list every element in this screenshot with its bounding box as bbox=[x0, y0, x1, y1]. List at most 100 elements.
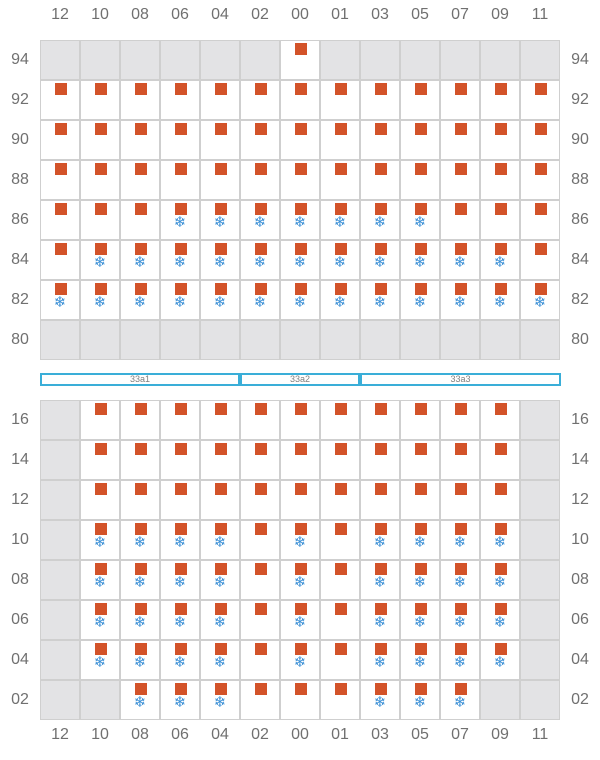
slot[interactable]: ❄ bbox=[400, 200, 440, 240]
slot[interactable] bbox=[120, 80, 160, 120]
slot[interactable] bbox=[240, 520, 280, 560]
slot[interactable] bbox=[360, 440, 400, 480]
slot[interactable] bbox=[320, 80, 360, 120]
slot[interactable] bbox=[440, 400, 480, 440]
slot[interactable]: ❄ bbox=[160, 520, 200, 560]
slot[interactable]: ❄ bbox=[320, 200, 360, 240]
slot[interactable]: ❄ bbox=[360, 520, 400, 560]
slot[interactable] bbox=[40, 160, 80, 200]
slot[interactable] bbox=[480, 160, 520, 200]
slot[interactable]: ❄ bbox=[240, 200, 280, 240]
slot[interactable] bbox=[240, 160, 280, 200]
slot[interactable] bbox=[280, 400, 320, 440]
slot[interactable] bbox=[80, 400, 120, 440]
slot[interactable]: ❄ bbox=[160, 200, 200, 240]
slot[interactable]: ❄ bbox=[360, 680, 400, 720]
slot[interactable]: ❄ bbox=[320, 280, 360, 320]
slot[interactable]: ❄ bbox=[280, 640, 320, 680]
slot[interactable] bbox=[400, 80, 440, 120]
slot[interactable]: ❄ bbox=[160, 640, 200, 680]
slot[interactable]: ❄ bbox=[360, 640, 400, 680]
slot[interactable] bbox=[80, 120, 120, 160]
slot[interactable] bbox=[80, 440, 120, 480]
slot[interactable]: ❄ bbox=[120, 560, 160, 600]
slot[interactable]: ❄ bbox=[480, 640, 520, 680]
slot[interactable]: ❄ bbox=[200, 600, 240, 640]
slot[interactable]: ❄ bbox=[240, 240, 280, 280]
slot[interactable] bbox=[440, 160, 480, 200]
slot[interactable] bbox=[320, 520, 360, 560]
slot[interactable] bbox=[160, 440, 200, 480]
slot[interactable]: ❄ bbox=[120, 600, 160, 640]
slot[interactable] bbox=[480, 80, 520, 120]
slot[interactable]: ❄ bbox=[520, 280, 560, 320]
slot[interactable]: ❄ bbox=[400, 600, 440, 640]
slot[interactable] bbox=[360, 400, 400, 440]
slot[interactable]: ❄ bbox=[120, 680, 160, 720]
slot[interactable] bbox=[400, 440, 440, 480]
slot[interactable] bbox=[200, 440, 240, 480]
slot[interactable] bbox=[120, 200, 160, 240]
slot[interactable] bbox=[440, 120, 480, 160]
slot[interactable] bbox=[240, 560, 280, 600]
slot[interactable] bbox=[320, 680, 360, 720]
slot[interactable]: ❄ bbox=[80, 240, 120, 280]
slot[interactable]: ❄ bbox=[280, 520, 320, 560]
slot[interactable]: ❄ bbox=[400, 520, 440, 560]
slot[interactable]: ❄ bbox=[440, 680, 480, 720]
hatch-cover[interactable]: 33a1 bbox=[40, 373, 240, 386]
slot[interactable]: ❄ bbox=[120, 240, 160, 280]
slot[interactable] bbox=[520, 80, 560, 120]
slot[interactable] bbox=[160, 480, 200, 520]
slot[interactable] bbox=[320, 160, 360, 200]
slot[interactable] bbox=[280, 120, 320, 160]
slot[interactable]: ❄ bbox=[280, 280, 320, 320]
slot[interactable] bbox=[280, 480, 320, 520]
slot[interactable] bbox=[280, 80, 320, 120]
slot[interactable] bbox=[200, 120, 240, 160]
slot[interactable] bbox=[440, 200, 480, 240]
slot[interactable] bbox=[120, 160, 160, 200]
slot[interactable]: ❄ bbox=[160, 560, 200, 600]
slot[interactable]: ❄ bbox=[400, 640, 440, 680]
slot[interactable]: ❄ bbox=[200, 560, 240, 600]
slot[interactable] bbox=[240, 600, 280, 640]
slot[interactable] bbox=[440, 440, 480, 480]
slot[interactable]: ❄ bbox=[280, 200, 320, 240]
slot[interactable]: ❄ bbox=[360, 200, 400, 240]
slot[interactable]: ❄ bbox=[480, 560, 520, 600]
slot[interactable]: ❄ bbox=[120, 520, 160, 560]
slot[interactable]: ❄ bbox=[440, 240, 480, 280]
slot[interactable] bbox=[360, 120, 400, 160]
slot[interactable]: ❄ bbox=[480, 280, 520, 320]
slot[interactable] bbox=[240, 440, 280, 480]
slot[interactable] bbox=[80, 80, 120, 120]
slot[interactable] bbox=[320, 560, 360, 600]
slot[interactable] bbox=[40, 80, 80, 120]
slot[interactable] bbox=[240, 120, 280, 160]
slot[interactable] bbox=[200, 400, 240, 440]
slot[interactable]: ❄ bbox=[120, 280, 160, 320]
slot[interactable] bbox=[320, 400, 360, 440]
slot[interactable] bbox=[440, 480, 480, 520]
slot[interactable] bbox=[480, 200, 520, 240]
slot[interactable] bbox=[520, 200, 560, 240]
slot[interactable]: ❄ bbox=[200, 200, 240, 240]
slot[interactable] bbox=[520, 160, 560, 200]
slot[interactable] bbox=[160, 120, 200, 160]
slot[interactable] bbox=[320, 120, 360, 160]
slot[interactable]: ❄ bbox=[360, 240, 400, 280]
slot[interactable] bbox=[360, 480, 400, 520]
slot[interactable]: ❄ bbox=[160, 600, 200, 640]
slot[interactable]: ❄ bbox=[200, 640, 240, 680]
slot[interactable]: ❄ bbox=[480, 240, 520, 280]
slot[interactable]: ❄ bbox=[200, 280, 240, 320]
slot[interactable] bbox=[400, 480, 440, 520]
slot[interactable] bbox=[240, 80, 280, 120]
slot[interactable]: ❄ bbox=[120, 640, 160, 680]
slot[interactable] bbox=[200, 480, 240, 520]
slot[interactable]: ❄ bbox=[160, 680, 200, 720]
slot[interactable]: ❄ bbox=[440, 520, 480, 560]
slot[interactable] bbox=[40, 120, 80, 160]
slot[interactable] bbox=[40, 240, 80, 280]
